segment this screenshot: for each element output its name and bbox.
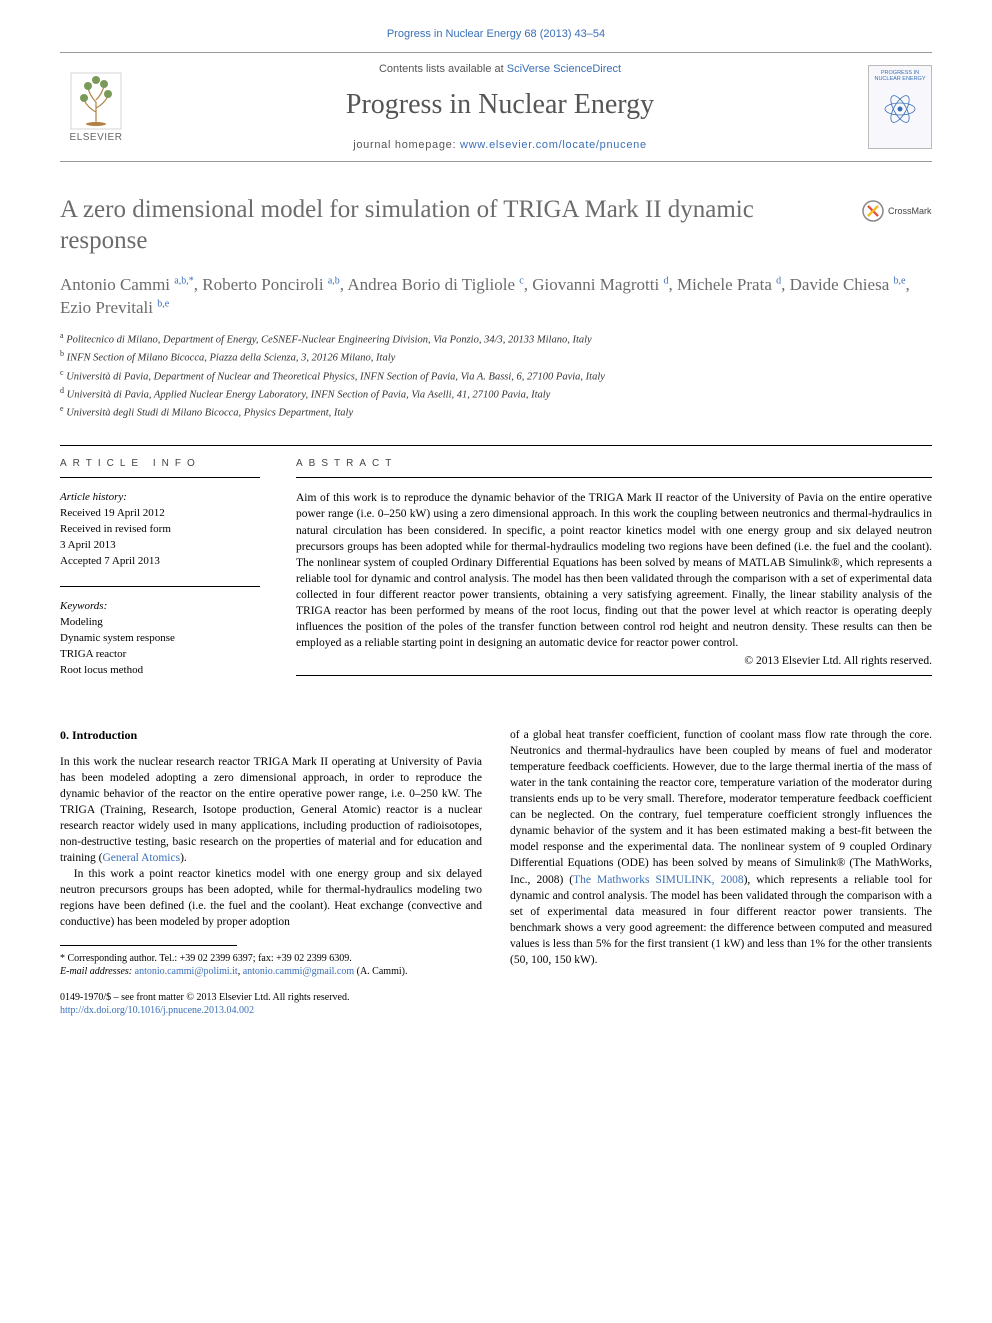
homepage-label: journal homepage: [353,139,460,151]
journal-homepage: journal homepage: www.elsevier.com/locat… [148,139,852,151]
email-1[interactable]: antonio.cammi@polimi.it [135,966,238,977]
email-line: E-mail addresses: antonio.cammi@polimi.i… [60,965,482,979]
intro-paragraph-2: In this work a point reactor kinetics mo… [60,866,482,930]
atom-icon [883,92,917,126]
history-line: Accepted 7 April 2013 [60,554,260,570]
mathworks-link[interactable]: The Mathworks SIMULINK, 2008 [573,874,743,886]
intro-paragraph-3: of a global heat transfer coefficient, f… [510,727,932,968]
keywords-block: Keywords: ModelingDynamic system respons… [60,599,260,679]
history-heading: Article history: [60,490,260,506]
abstract: ABSTRACT Aim of this work is to reproduc… [296,458,932,694]
keyword: Modeling [60,615,260,631]
doi-link[interactable]: http://dx.doi.org/10.1016/j.pnucene.2013… [60,1004,482,1018]
title-row: A zero dimensional model for simulation … [60,194,932,257]
masthead-center: Contents lists available at SciVerse Sci… [148,63,852,151]
section-rule [60,445,932,446]
homepage-url[interactable]: www.elsevier.com/locate/pnucene [460,139,647,151]
keywords-heading: Keywords: [60,599,260,615]
crossmark-badge[interactable]: CrossMark [862,200,932,222]
column-right: of a global heat transfer coefficient, f… [510,727,932,1018]
info-abstract-row: ARTICLE INFO Article history: Received 1… [60,458,932,694]
footnotes: * Corresponding author. Tel.: +39 02 239… [60,952,482,979]
article-history: Article history: Received 19 April 2012R… [60,490,260,570]
copyright-line: 0149-1970/$ – see front matter © 2013 El… [60,991,482,1005]
body-columns: 0. Introduction In this work the nuclear… [60,727,932,1018]
affiliation: b INFN Section of Milano Bicocca, Piazza… [60,348,932,366]
general-atomics-link[interactable]: General Atomics [102,852,180,864]
publisher-logo: ELSEVIER [60,72,132,143]
article-info: ARTICLE INFO Article history: Received 1… [60,458,260,694]
intro-paragraph-1: In this work the nuclear research reacto… [60,754,482,867]
elsevier-tree-icon [70,72,122,130]
footnote-rule [60,945,237,946]
abstract-end-rule [296,675,932,676]
affiliations: a Politecnico di Milano, Department of E… [60,330,932,421]
abstract-body: Aim of this work is to reproduce the dyn… [296,490,932,651]
affiliation: c Università di Pavia, Department of Nuc… [60,367,932,385]
abstract-copyright: © 2013 Elsevier Ltd. All rights reserved… [296,655,932,667]
journal-cover-thumb: PROGRESS IN NUCLEAR ENERGY [868,65,932,149]
journal-title: Progress in Nuclear Energy [148,89,852,121]
keyword: Root locus method [60,663,260,679]
contents-available-label: Contents lists available at [379,63,507,75]
article-info-label: ARTICLE INFO [60,458,260,469]
sciencedirect-link[interactable]: SciVerse ScienceDirect [507,63,621,75]
article-title: A zero dimensional model for simulation … [60,194,846,257]
email-2[interactable]: antonio.cammi@gmail.com [243,966,354,977]
abstract-rule [296,477,932,478]
info-rule-2 [60,586,260,587]
info-rule [60,477,260,478]
history-line: Received in revised form [60,522,260,538]
publisher-name: ELSEVIER [70,132,123,143]
history-line: 3 April 2013 [60,538,260,554]
keyword: Dynamic system response [60,631,260,647]
column-left: 0. Introduction In this work the nuclear… [60,727,482,1018]
history-line: Received 19 April 2012 [60,506,260,522]
affiliation: d Università di Pavia, Applied Nuclear E… [60,385,932,403]
authors: Antonio Cammi a,b,*, Roberto Ponciroli a… [60,273,932,321]
intro-heading: 0. Introduction [60,727,482,744]
citation-header: Progress in Nuclear Energy 68 (2013) 43–… [60,28,932,40]
masthead: ELSEVIER Contents lists available at Sci… [60,52,932,162]
abstract-label: ABSTRACT [296,458,932,469]
front-matter: 0149-1970/$ – see front matter © 2013 El… [60,991,482,1018]
affiliation: e Università degli Studi di Milano Bicoc… [60,403,932,421]
corresponding-author: * Corresponding author. Tel.: +39 02 239… [60,952,482,966]
affiliation: a Politecnico di Milano, Department of E… [60,330,932,348]
crossmark-icon [862,200,884,222]
contents-available: Contents lists available at SciVerse Sci… [148,63,852,75]
crossmark-label: CrossMark [888,206,932,216]
keyword: TRIGA reactor [60,647,260,663]
journal-thumb-title: PROGRESS IN NUCLEAR ENERGY [873,70,927,82]
